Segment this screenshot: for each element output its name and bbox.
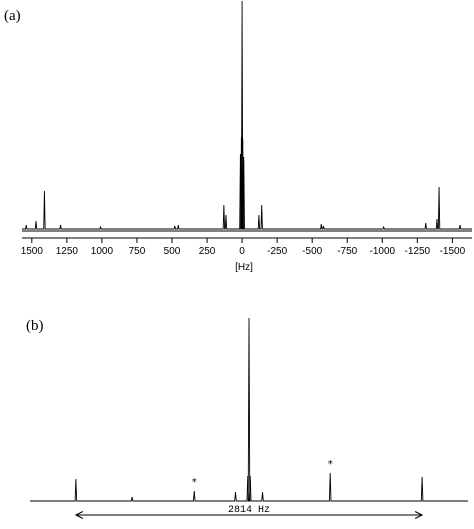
peak-marker-star: * xyxy=(192,477,197,488)
spectrum-trace-a xyxy=(22,0,472,230)
span-arrow-b: 2814 Hz xyxy=(74,505,424,519)
spectrum-trace-b xyxy=(30,317,468,502)
span-label: 2814 Hz xyxy=(228,505,270,516)
panel-label-b: (b) xyxy=(26,318,44,334)
x-tick-label: 250 xyxy=(199,246,216,257)
x-tick-label: 0 xyxy=(239,246,245,257)
spectrum-panel-a: (a) 1500 1250 1000 750 500 250 0 -250 -500 -750 -1… xyxy=(4,0,472,273)
spectrum-panel-b: (b) ** 2814 Hz xyxy=(26,317,468,519)
span-arrow-head-right xyxy=(414,511,424,519)
x-tick-label: -1250 xyxy=(405,246,431,257)
x-tick-label: -750 xyxy=(337,246,357,257)
peak-marker-star: * xyxy=(328,459,333,470)
x-tick-label: 750 xyxy=(129,246,146,257)
x-tick-label: -250 xyxy=(267,246,287,257)
peak-markers-b: ** xyxy=(192,459,333,488)
x-tick-label: 1500 xyxy=(21,246,44,257)
span-arrow-head-left xyxy=(74,511,84,519)
panel-label-a: (a) xyxy=(4,8,21,24)
x-tick-label: -1500 xyxy=(440,246,466,257)
x-axis-ticks-a: 1500 1250 1000 750 500 250 0 -250 -500 -750 -1000-… xyxy=(21,238,466,257)
x-tick-label: 1000 xyxy=(91,246,114,257)
x-tick-label: 500 xyxy=(164,246,181,257)
x-tick-label: 1250 xyxy=(56,246,79,257)
x-tick-label: -500 xyxy=(302,246,322,257)
x-axis-label-a: [Hz] xyxy=(235,262,253,273)
x-tick-label: -1000 xyxy=(369,246,395,257)
